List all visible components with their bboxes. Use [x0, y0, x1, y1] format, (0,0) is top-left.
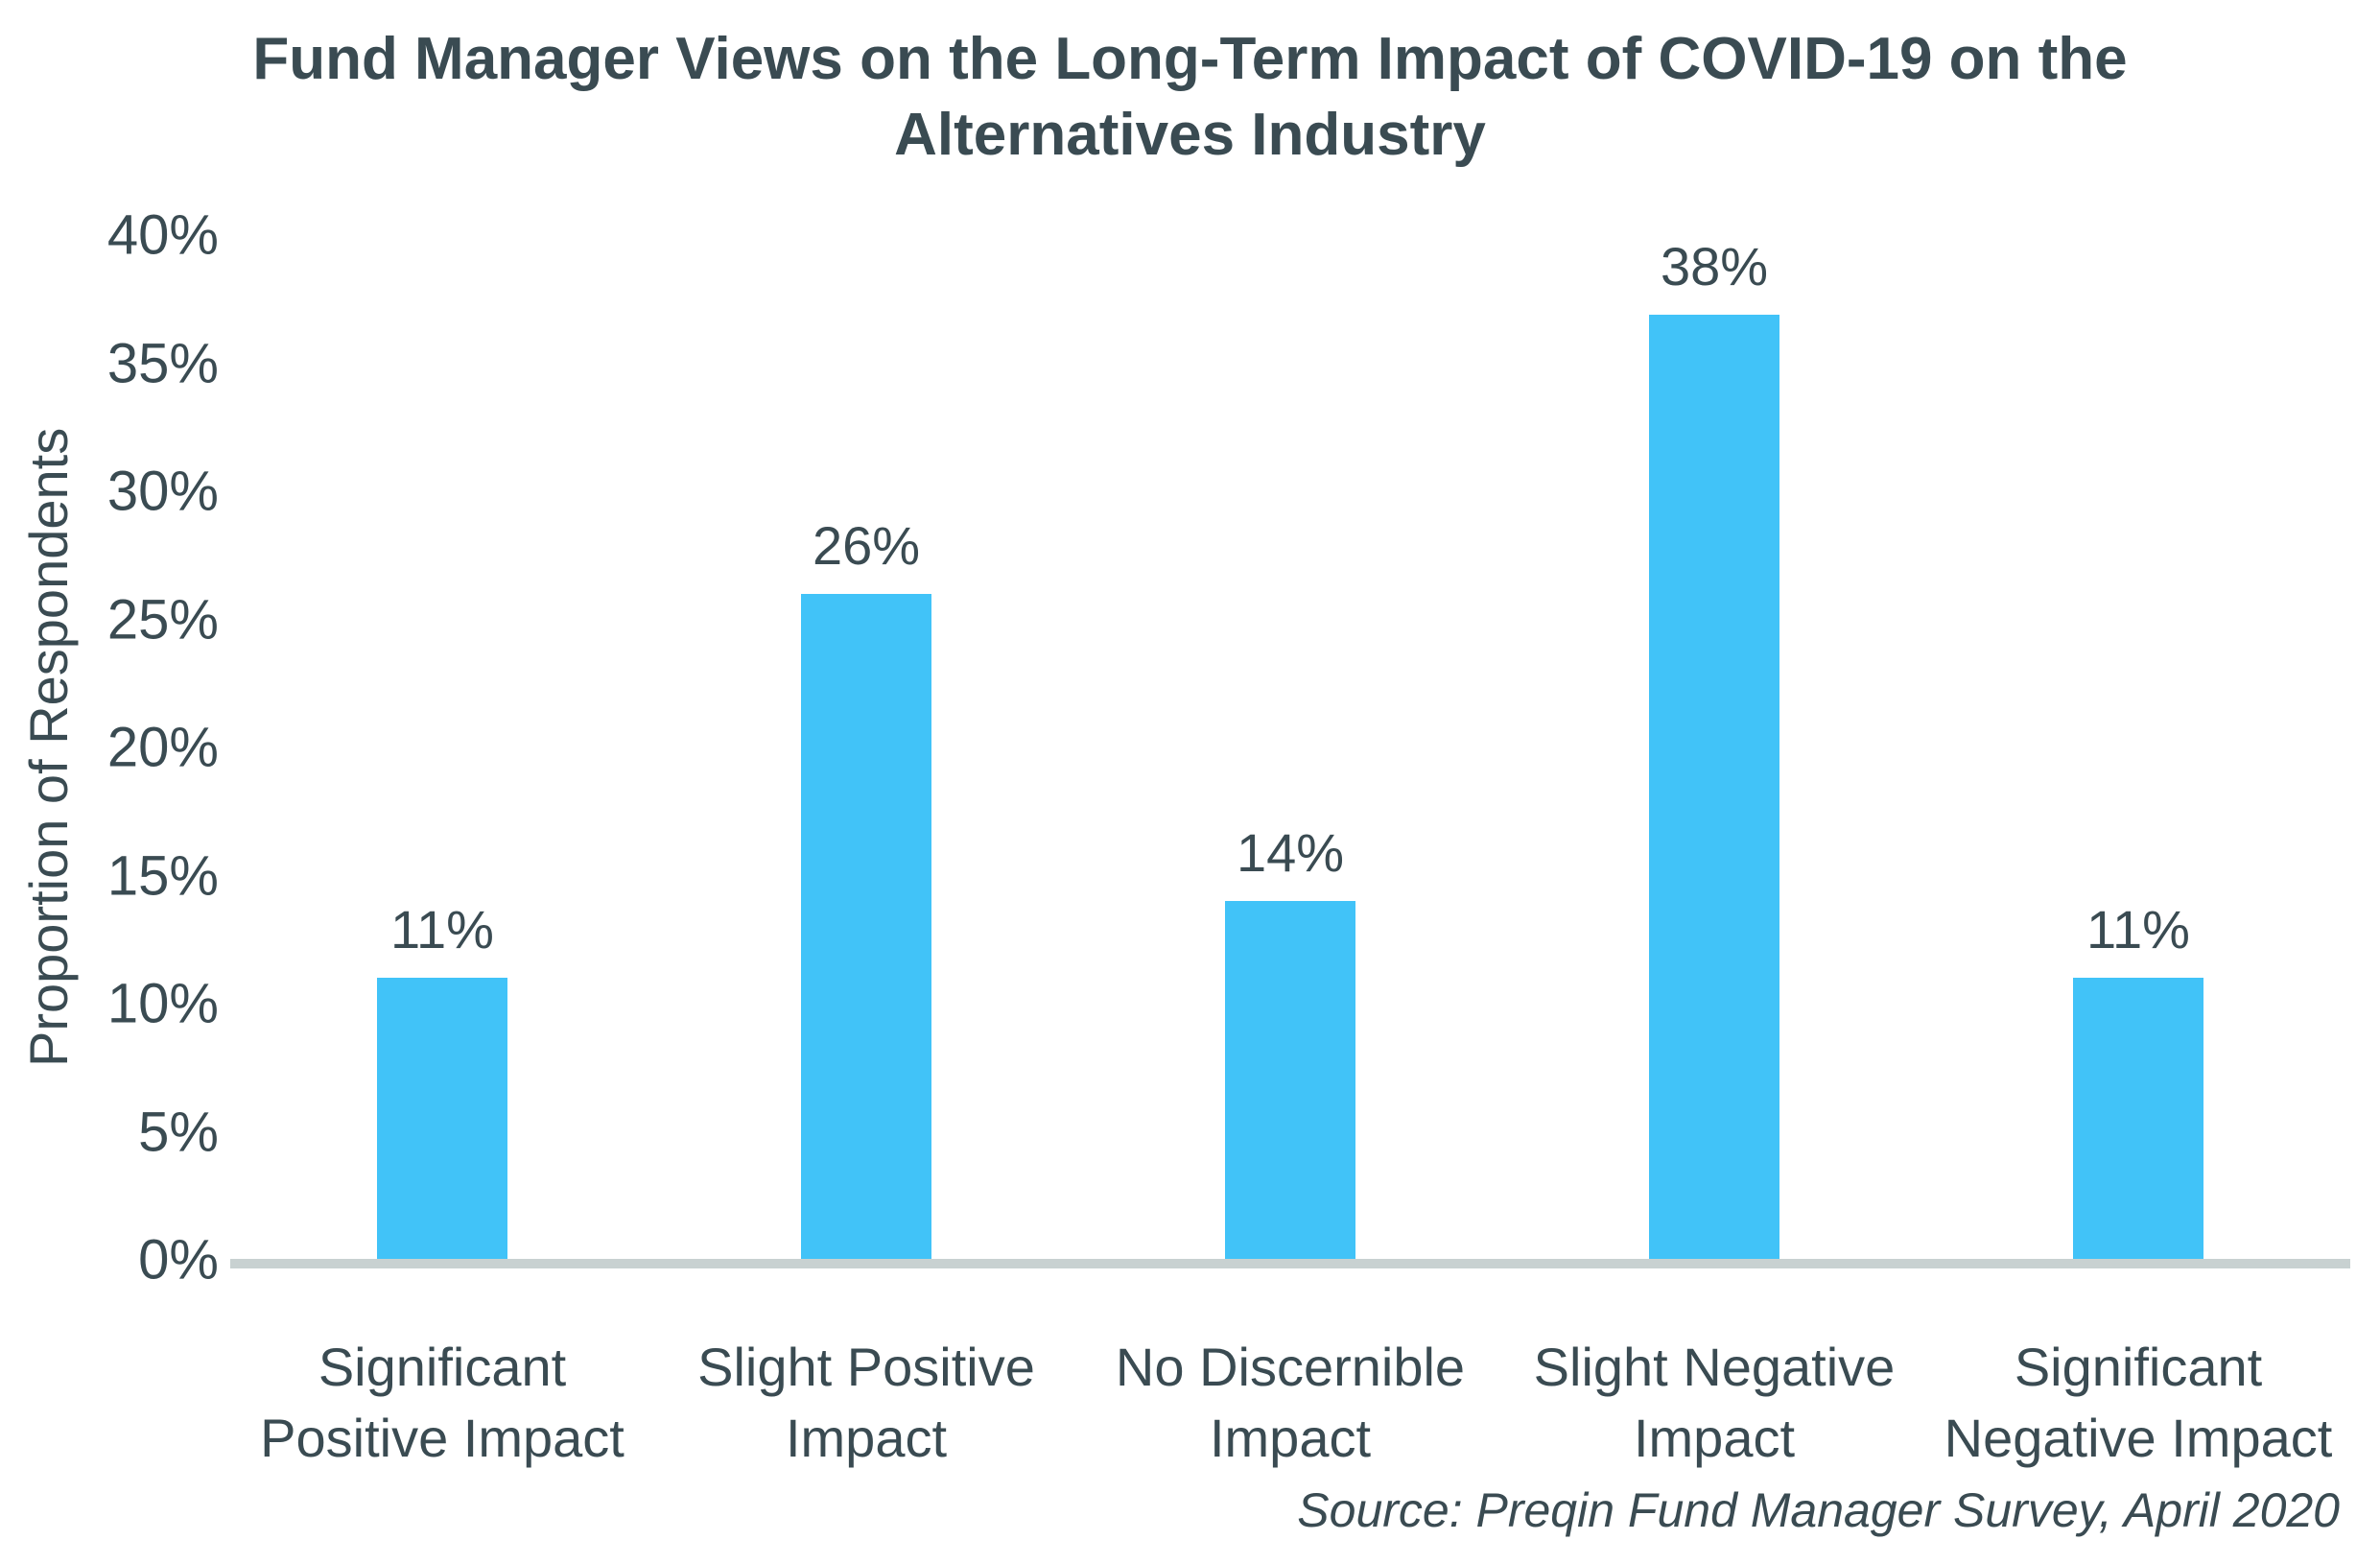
bar: [377, 978, 507, 1260]
bar: [801, 593, 931, 1260]
bar-value-label: 11%: [390, 899, 494, 960]
bar: [1649, 315, 1779, 1260]
y-tick-label: 20%: [106, 716, 219, 779]
bar: [2073, 978, 2203, 1260]
y-tick-label: 35%: [106, 332, 219, 394]
bar-column: 26%: [654, 235, 1078, 1260]
x-category-label: Slight Negative Impact: [1533, 1337, 1896, 1468]
y-tick-label: 5%: [138, 1101, 219, 1163]
bar-column: 14%: [1078, 235, 1502, 1260]
bar-series: 11% 26% 14% 38% 11%: [230, 235, 2350, 1260]
bar-value-label: 38%: [1660, 236, 1769, 296]
y-tick-label: 25%: [106, 588, 219, 651]
y-tick-label: 15%: [106, 844, 219, 907]
y-tick-label: 10%: [106, 972, 219, 1035]
plot-region: 11% 26% 14% 38% 11%: [230, 235, 2350, 1268]
chart-title: Fund Manager Views on the Long-Term Impa…: [252, 26, 2128, 169]
x-category-label: No Discernible Impact: [1115, 1337, 1466, 1468]
bar-value-label: 11%: [2086, 899, 2190, 960]
bar-column: 38%: [1502, 235, 1926, 1260]
y-axis-ticks: 0% 5% 10% 15% 20% 25% 30% 35% 40%: [58, 204, 219, 1291]
y-tick-label: 0%: [138, 1228, 219, 1291]
x-axis-line: [230, 1259, 2350, 1268]
x-axis-category-labels: Significant Positive Impact Slight Positiv…: [230, 1332, 2350, 1474]
bar-value-label: 14%: [1236, 822, 1345, 884]
y-tick-label: 40%: [106, 203, 219, 267]
x-category-label: Significant Negative Impact: [1944, 1337, 2333, 1468]
bar: [1225, 901, 1355, 1260]
bar-column: 11%: [230, 235, 654, 1260]
bar-column: 11%: [1926, 235, 2350, 1260]
chart-plot-area: Proportion of Respondents 0% 5% 10% 15% 20% 2…: [0, 204, 2380, 1291]
bar-value-label: 26%: [812, 514, 921, 576]
y-tick-label: 30%: [106, 460, 219, 523]
source-note: Source: Preqin Fund Manager Survey, Apri…: [1297, 1483, 2340, 1537]
x-category-label: Slight Positive Impact: [697, 1337, 1035, 1468]
x-category-label: Significant Positive Impact: [260, 1337, 624, 1468]
